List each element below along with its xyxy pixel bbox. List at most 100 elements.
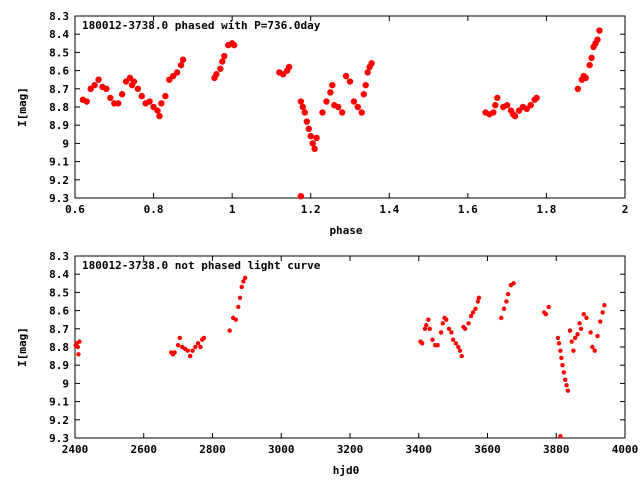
unphased-data-point <box>446 326 452 331</box>
phased-chart-title: 180012-3738.0 phased with P=736.0day <box>82 19 321 32</box>
phased-y-tick-label: 9.1 <box>49 156 69 169</box>
unphased-data-point <box>422 326 428 331</box>
unphased-y-tick-label: 8.5 <box>49 286 69 299</box>
phased-data-point <box>323 98 330 105</box>
unphased-data-point <box>185 348 190 353</box>
unphased-data-point <box>77 339 82 344</box>
phased-data-point <box>503 101 511 109</box>
phased-x-axis-label: phase <box>329 224 362 237</box>
unphased-x-tick-label: 3000 <box>268 443 295 456</box>
phased-data-point <box>285 63 293 71</box>
unphased-data-point <box>236 304 241 310</box>
unphased-data-point <box>560 363 565 368</box>
unphased-data-point <box>473 306 478 311</box>
unphased-data-point <box>565 388 571 393</box>
phased-data-point <box>303 118 310 125</box>
unphased-data-point <box>444 317 449 322</box>
phased-y-tick-label: 8.9 <box>49 119 69 132</box>
unphased-data-point <box>195 341 201 346</box>
phased-data-point <box>342 72 350 80</box>
phased-data-point <box>221 52 228 60</box>
phased-data-point <box>154 107 161 114</box>
unphased-x-tick-label: 3800 <box>543 443 570 456</box>
phased-data-point <box>511 112 519 120</box>
unphased-data-point <box>201 335 207 341</box>
unphased-y-tick-label: 9 <box>62 377 69 390</box>
phased-x-tick-label: 1 <box>229 203 236 216</box>
phased-y-tick-label: 8.4 <box>49 28 69 41</box>
phased-data-point <box>179 56 187 63</box>
unphased-data-point <box>430 337 435 342</box>
phased-data-point <box>309 140 316 147</box>
phased-data-point <box>574 85 582 93</box>
unphased-data-point <box>426 317 431 322</box>
phased-data-point <box>156 112 163 120</box>
unphased-data-point <box>427 326 432 331</box>
phased-data-point <box>103 85 110 93</box>
phased-data-point <box>494 94 501 102</box>
unphased-data-point <box>569 339 574 344</box>
phased-x-tick-label: 1.6 <box>458 203 478 216</box>
phased-axis-ticks: 0.6 0.8 1 1.2 1.4 1.6 1.8 2 8.3 8.4 8.5 8.6 8.7 8.8 8.… <box>49 10 628 216</box>
unphased-data-point <box>558 433 563 439</box>
phased-data-point <box>162 92 169 100</box>
phased-x-tick-label: 0.6 <box>65 203 85 216</box>
unphased-data-point <box>419 341 425 346</box>
phased-data-point <box>138 92 145 100</box>
unphased-x-tick-label: 2600 <box>131 443 158 456</box>
unphased-data-point <box>505 292 511 297</box>
phased-data-point <box>594 36 601 43</box>
unphased-data-point <box>450 337 456 342</box>
phased-y-tick-label: 8.3 <box>49 10 69 23</box>
unphased-x-tick-label: 3400 <box>406 443 433 456</box>
unphased-data-point <box>453 341 459 346</box>
unphased-data-point <box>198 344 203 350</box>
unphased-y-tick-label: 8.6 <box>49 305 69 318</box>
unphased-y-tick-label: 9.3 <box>49 432 69 445</box>
unphased-data-point <box>567 328 573 333</box>
unphased-data-point <box>175 342 181 348</box>
unphased-y-tick-label: 8.4 <box>49 268 69 281</box>
phased-data-point <box>586 61 593 69</box>
unphased-data-point <box>241 279 246 284</box>
phased-data-point <box>354 103 362 111</box>
phased-x-tick-label: 1.4 <box>379 203 399 216</box>
unphased-data-point <box>555 335 561 341</box>
phased-data-point <box>230 41 238 49</box>
unphased-y-tick-label: 9.1 <box>49 396 69 409</box>
phased-y-tick-label: 8.5 <box>49 46 69 59</box>
phased-data-point <box>327 89 334 96</box>
phased-data-point <box>346 78 354 85</box>
unphased-data-point <box>543 312 549 317</box>
phased-data-point <box>319 109 326 116</box>
unphased-data-point <box>558 348 563 353</box>
phased-y-tick-label: 9.2 <box>49 174 69 187</box>
unphased-data-point <box>501 306 507 311</box>
unphased-data-point <box>598 319 603 324</box>
unphased-data-point <box>590 344 595 350</box>
unphased-data-point <box>190 348 195 353</box>
phased-y-tick-label: 8.8 <box>49 101 69 114</box>
phased-data-point <box>527 101 534 109</box>
phased-data-point <box>533 94 540 102</box>
unphased-data-point <box>242 275 248 281</box>
phased-y-tick-label: 8.6 <box>49 65 69 78</box>
phased-data-point <box>213 71 220 78</box>
unphased-data-point <box>449 330 454 335</box>
phased-data-point <box>305 125 312 133</box>
unphased-data-point <box>457 348 463 353</box>
phased-data-point <box>83 98 90 105</box>
unphased-data-point <box>475 299 481 304</box>
unphased-data-point <box>424 322 429 328</box>
unphased-data-point <box>571 348 576 353</box>
unphased-chart-title: 180012-3738.0 not phased light curve <box>82 259 321 272</box>
unphased-data-point <box>575 332 580 337</box>
unphased-data-points <box>73 275 607 439</box>
unphased-x-tick-label: 3600 <box>474 443 501 456</box>
unphased-data-point <box>600 310 605 315</box>
unphased-data-point <box>456 344 461 350</box>
phased-data-point <box>311 145 318 153</box>
unphased-data-point <box>462 326 468 331</box>
unphased-data-point <box>227 328 232 333</box>
